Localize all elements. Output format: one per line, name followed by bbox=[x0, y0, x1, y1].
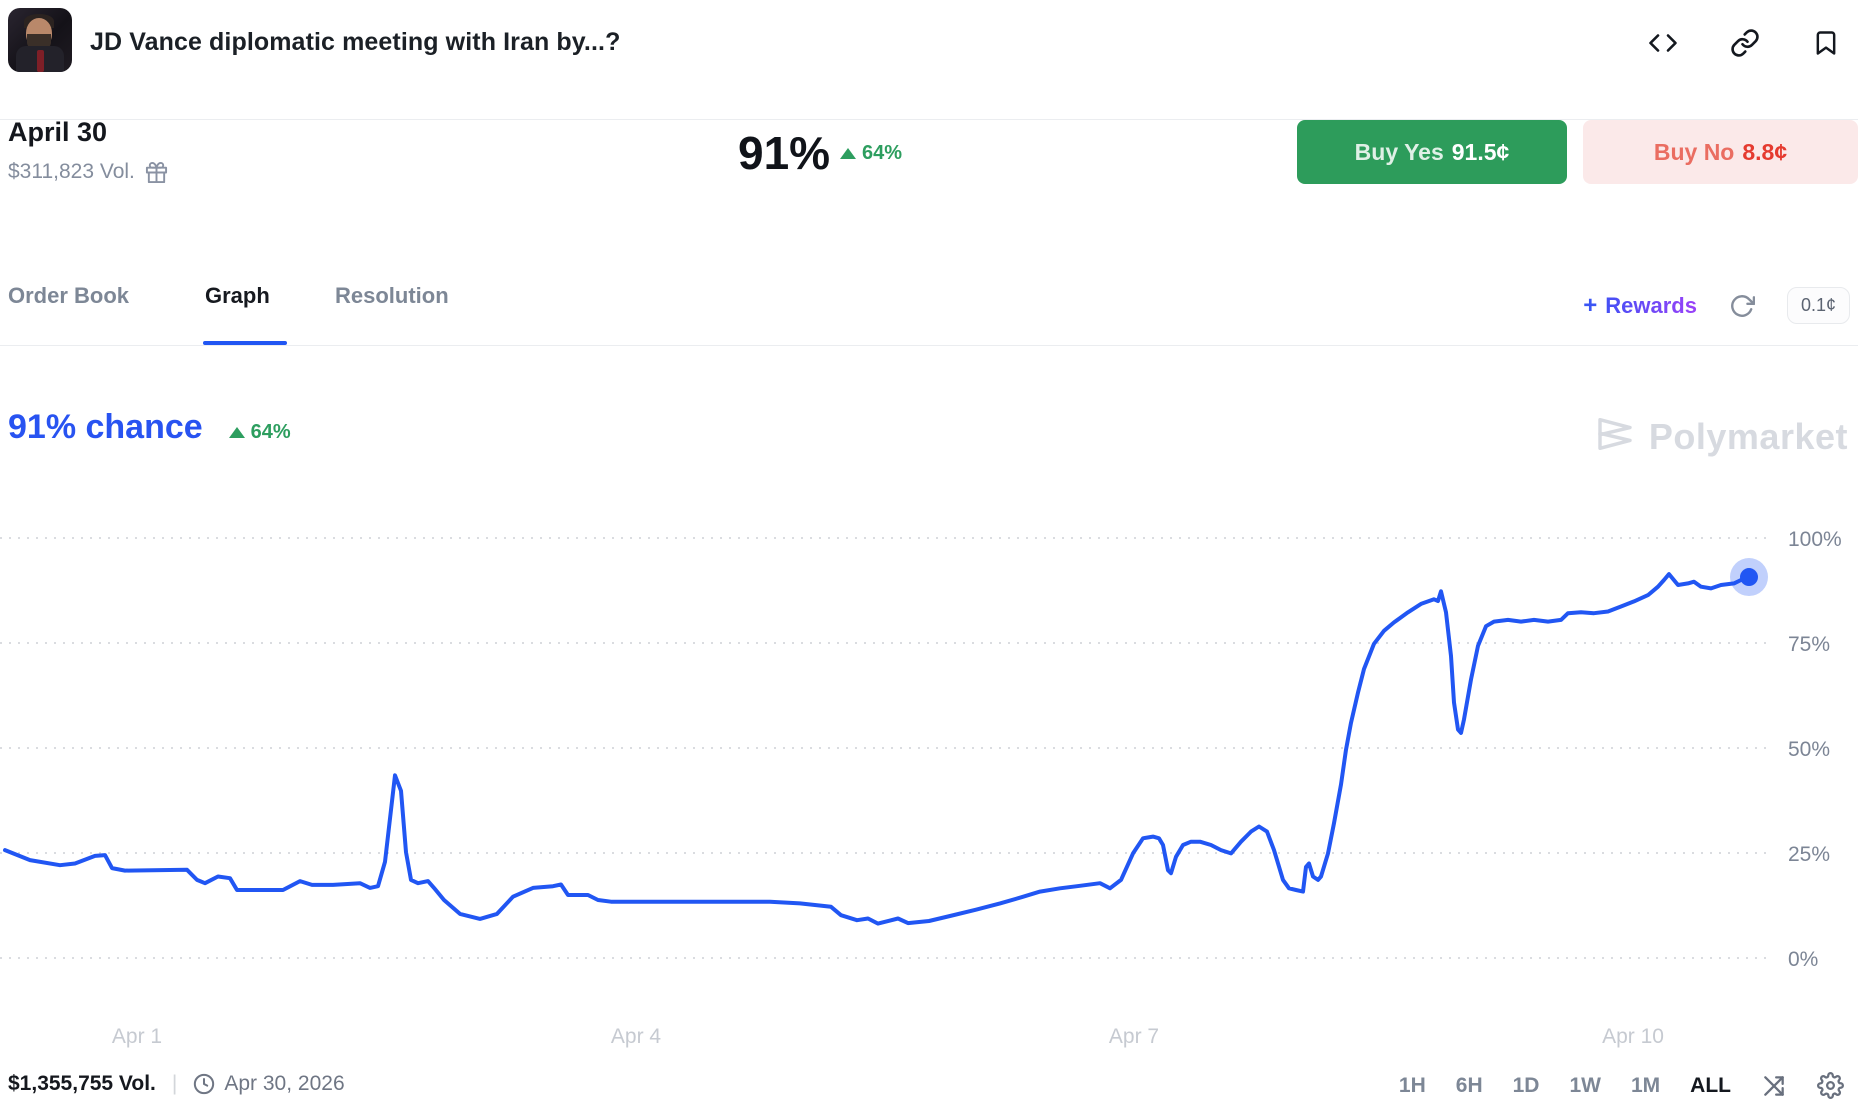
footer-separator: | bbox=[171, 1072, 178, 1095]
x-axis-label: Apr 7 bbox=[1109, 1025, 1159, 1048]
y-axis-label: 100% bbox=[1788, 528, 1842, 551]
tabs-divider bbox=[0, 345, 1858, 346]
tab-resolution[interactable]: Resolution bbox=[335, 283, 449, 308]
buy-no-button[interactable]: Buy No 8.8¢ bbox=[1583, 120, 1858, 184]
range-1w[interactable]: 1W bbox=[1569, 1073, 1601, 1097]
chance-delta: 64% bbox=[840, 142, 902, 165]
header-divider bbox=[0, 119, 1858, 120]
price-line bbox=[3, 572, 1751, 926]
x-axis-label: Apr 10 bbox=[1602, 1025, 1664, 1048]
rewards-link[interactable]: + Rewards bbox=[1583, 291, 1697, 319]
total-volume: $1,355,755 Vol. bbox=[8, 1072, 156, 1095]
gift-icon[interactable] bbox=[145, 161, 168, 184]
y-axis-label: 75% bbox=[1788, 633, 1830, 656]
range-1d[interactable]: 1D bbox=[1512, 1073, 1540, 1097]
market-title: JD Vance diplomatic meeting with Iran by… bbox=[90, 28, 621, 56]
range-6h[interactable]: 6H bbox=[1455, 1073, 1483, 1097]
chart-chance-label: 91% chance bbox=[8, 408, 203, 446]
refresh-icon[interactable] bbox=[1729, 293, 1755, 319]
range-1h[interactable]: 1H bbox=[1398, 1073, 1426, 1097]
settings-gear-icon[interactable] bbox=[1817, 1072, 1844, 1099]
buy-yes-button[interactable]: Buy Yes 91.5¢ bbox=[1297, 120, 1567, 184]
range-1m[interactable]: 1M bbox=[1630, 1073, 1661, 1097]
market-avatar bbox=[8, 8, 72, 72]
x-axis-label: Apr 1 bbox=[112, 1025, 162, 1048]
outcome-date-label: April 30 bbox=[8, 117, 108, 147]
scale-toggle-icon[interactable] bbox=[1761, 1073, 1787, 1099]
end-date: Apr 30, 2026 bbox=[193, 1072, 345, 1096]
polymarket-logo-icon bbox=[1595, 412, 1635, 461]
active-tab-underline bbox=[203, 341, 287, 345]
plus-icon: + bbox=[1583, 291, 1598, 319]
up-arrow-icon bbox=[840, 148, 856, 159]
embed-code-icon[interactable] bbox=[1648, 28, 1678, 58]
spread-chip[interactable]: 0.1¢ bbox=[1786, 287, 1850, 324]
market-volume: $311,823 Vol. bbox=[8, 160, 135, 183]
tab-order-book[interactable]: Order Book bbox=[8, 283, 130, 308]
y-axis-label: 50% bbox=[1788, 738, 1830, 761]
copy-link-icon[interactable] bbox=[1730, 28, 1760, 58]
y-axis-label: 25% bbox=[1788, 843, 1830, 866]
up-arrow-icon bbox=[228, 427, 245, 438]
endpoint-dot bbox=[1740, 568, 1758, 587]
polymarket-watermark: Polymarket bbox=[1595, 412, 1848, 461]
tab-graph[interactable]: Graph bbox=[205, 283, 270, 308]
y-axis-label: 0% bbox=[1788, 948, 1818, 971]
chance-value: 91% bbox=[738, 127, 831, 179]
range-all[interactable]: ALL bbox=[1690, 1073, 1731, 1097]
chart-chance-delta: 64% bbox=[228, 421, 291, 444]
bookmark-icon[interactable] bbox=[1812, 29, 1840, 57]
x-axis-label: Apr 4 bbox=[611, 1025, 662, 1048]
clock-icon bbox=[193, 1073, 215, 1095]
